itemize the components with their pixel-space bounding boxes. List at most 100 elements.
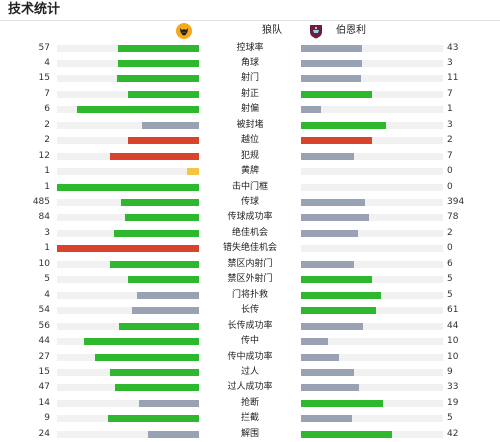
burnley-crest-icon [310, 25, 322, 39]
stat-row: 1 错失绝佳机会 0 [0, 241, 500, 256]
home-stat-bar-track [57, 353, 199, 361]
stat-label: 传球成功率 [227, 212, 273, 223]
away-stat-bar [301, 415, 353, 423]
home-stat-bar [118, 59, 199, 67]
home-stat-value: 15 [38, 73, 50, 84]
away-stat-bar [301, 276, 372, 284]
home-stat-value: 84 [38, 212, 50, 223]
home-stat-bar-track [57, 90, 199, 98]
home-stat-value: 56 [38, 320, 50, 331]
away-stat-value: 394 [447, 197, 465, 207]
home-stat-value: 3 [44, 227, 50, 238]
home-stat-value: 4 [44, 57, 50, 68]
away-stat-bar-track [301, 90, 443, 98]
home-stat-bar [128, 276, 199, 284]
away-stat-bar [301, 338, 328, 346]
home-stat-bar [95, 353, 199, 361]
stat-label: 过人成功率 [227, 382, 273, 393]
stat-row: 47 过人成功率 33 [0, 380, 500, 395]
home-stat-bar-track [57, 368, 199, 376]
home-stat-value: 10 [38, 258, 50, 269]
stat-row: 27 传中成功率 10 [0, 350, 500, 365]
away-stat-bar [301, 307, 377, 315]
home-stat-bar [136, 291, 199, 299]
home-stat-bar-track [57, 59, 199, 67]
away-stat-value: 0 [447, 243, 453, 254]
home-stat-value: 2 [44, 119, 50, 130]
stat-label: 抢断 [240, 397, 259, 408]
away-stat-bar-track [301, 260, 443, 268]
home-stat-bar [57, 183, 199, 191]
wolves-crest-icon [176, 23, 192, 39]
home-stat-bar-track [57, 183, 199, 191]
stat-row: 12 犯规 7 [0, 149, 500, 164]
away-stat-bar [301, 260, 354, 268]
stat-label: 禁区内射门 [227, 258, 273, 269]
away-stat-bar [301, 384, 360, 392]
stat-label: 被封堵 [236, 119, 264, 130]
home-stat-bar [125, 214, 199, 222]
stat-row: 44 传中 10 [0, 334, 500, 349]
home-stat-value: 485 [32, 197, 50, 207]
home-stat-bar [76, 106, 199, 114]
away-stat-value: 44 [447, 320, 459, 331]
home-stat-bar-track [57, 415, 199, 423]
stat-row: 7 射正 7 [0, 87, 500, 102]
stat-row: 9 拦截 5 [0, 411, 500, 426]
stat-row: 2 越位 2 [0, 133, 500, 148]
home-stat-bar [120, 199, 199, 206]
away-stat-bar [301, 44, 363, 52]
away-stat-value: 6 [447, 258, 453, 269]
away-stat-bar-track [301, 59, 443, 67]
away-stat-bar-track [301, 415, 443, 423]
stat-row: 57 控球率 43 [0, 41, 500, 56]
home-stat-bar-track [57, 307, 199, 315]
away-stat-value: 10 [447, 336, 459, 347]
home-stat-bar [109, 368, 199, 376]
home-stat-bar [128, 90, 199, 98]
home-stat-bar [128, 137, 199, 145]
stat-row: 4 门将扑救 5 [0, 288, 500, 303]
stat-label: 传中 [240, 336, 259, 347]
away-stat-value: 0 [447, 181, 453, 192]
away-stat-bar [301, 199, 365, 206]
page-title: 技术统计 [8, 2, 61, 17]
stat-row: 4 角球 3 [0, 56, 500, 71]
home-stat-value: 7 [44, 88, 50, 99]
stat-label: 黄牌 [240, 166, 259, 177]
home-stat-bar-track [57, 276, 199, 284]
stat-row: 15 射门 11 [0, 71, 500, 86]
home-stat-bar-track [57, 199, 199, 206]
home-stat-bar [57, 245, 199, 253]
away-stat-bar-track [301, 307, 443, 315]
stat-label: 击中门框 [231, 181, 268, 192]
away-stat-bar [301, 106, 321, 114]
away-stat-bar [301, 430, 392, 438]
away-stat-bar [301, 137, 372, 145]
stat-row: 54 长传 61 [0, 303, 500, 318]
away-stat-bar [301, 368, 354, 376]
home-stat-bar-track [57, 245, 199, 253]
stat-row: 10 禁区内射门 6 [0, 257, 500, 272]
away-stat-value: 3 [447, 119, 453, 130]
home-stat-value: 1 [44, 181, 50, 192]
home-stat-value: 15 [38, 366, 50, 377]
stat-row: 6 射偏 1 [0, 102, 500, 117]
away-stat-bar-track [301, 137, 443, 145]
away-team-name: 伯恩利 [336, 25, 366, 36]
away-stat-bar-track [301, 399, 443, 407]
home-stat-value: 2 [44, 135, 50, 146]
stat-row: 84 传球成功率 78 [0, 210, 500, 225]
stat-label: 解围 [240, 428, 259, 439]
home-stat-bar-track [57, 399, 199, 407]
away-stat-bar-track [301, 152, 443, 160]
stat-label: 角球 [240, 57, 259, 68]
stat-label: 射偏 [240, 104, 259, 115]
away-stat-bar-track [301, 199, 443, 206]
home-stat-bar [109, 260, 199, 268]
stat-label: 射门 [240, 73, 259, 84]
home-stat-value: 1 [44, 243, 50, 254]
home-stat-value: 1 [44, 166, 50, 177]
away-stat-bar [301, 90, 372, 98]
stat-row: 5 禁区外射门 5 [0, 272, 500, 287]
